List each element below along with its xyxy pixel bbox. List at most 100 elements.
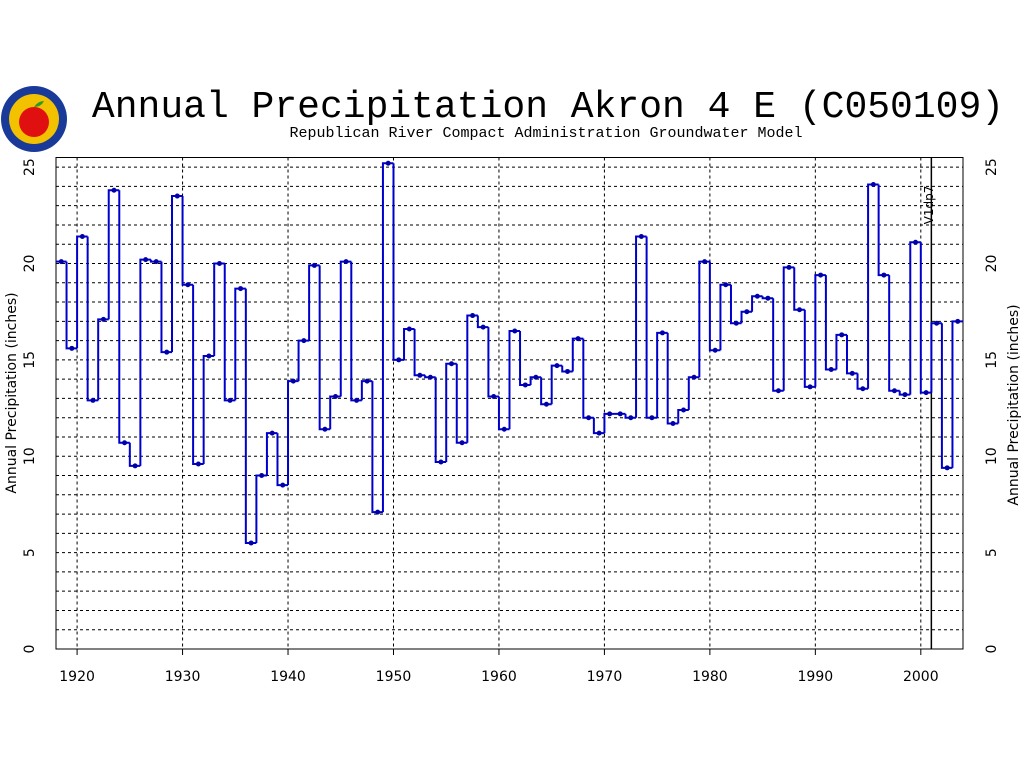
- data-point: [765, 295, 771, 301]
- step-segment: [86, 236, 99, 402]
- data-point: [565, 368, 571, 374]
- step-segment: [434, 377, 447, 464]
- data-point: [712, 347, 718, 353]
- data-point: [818, 272, 824, 278]
- x-tick-label: 1930: [165, 669, 201, 685]
- step-segment: [392, 163, 405, 361]
- step-segment: [824, 275, 837, 371]
- data-point: [248, 540, 254, 546]
- step-segment: [244, 288, 257, 544]
- data-point: [396, 357, 402, 363]
- step-segment: [930, 322, 942, 393]
- data-point: [849, 370, 855, 376]
- data-point: [575, 336, 581, 342]
- data-point: [459, 440, 465, 446]
- y-tick-label: 25: [22, 158, 38, 176]
- data-point: [280, 482, 286, 488]
- x-tick-label: 2000: [903, 669, 939, 685]
- step-segment: [455, 363, 468, 444]
- data-point: [628, 415, 634, 421]
- y2-axis-label: Annual Precipitation (inches): [1006, 304, 1022, 505]
- data-point: [870, 181, 876, 187]
- step-segment: [287, 380, 299, 486]
- data-point: [744, 309, 750, 315]
- step-segment: [234, 287, 246, 401]
- logo: [1, 86, 67, 152]
- data-point: [195, 461, 201, 467]
- step-segment: [793, 267, 805, 311]
- data-point: [955, 318, 961, 324]
- data-point: [828, 367, 834, 373]
- data-point: [143, 257, 149, 263]
- step-segment: [318, 265, 331, 431]
- data-point: [69, 345, 75, 351]
- x-tick-label: 1960: [481, 669, 517, 685]
- step-segment: [213, 262, 225, 357]
- data-point: [238, 286, 244, 292]
- step-segment: [76, 235, 88, 349]
- data-point: [227, 397, 233, 403]
- step-segment: [413, 329, 426, 377]
- data-point: [269, 430, 275, 436]
- y2-tick-label: 25: [984, 158, 1000, 176]
- data-point: [723, 282, 729, 288]
- data-point: [797, 307, 803, 313]
- data-point: [79, 234, 85, 240]
- data-point: [649, 415, 655, 421]
- data-point: [923, 390, 929, 396]
- y-axis-label: Annual Precipitation (inches): [4, 292, 20, 493]
- step-segment: [329, 395, 341, 430]
- x-tick-label: 1980: [692, 669, 728, 685]
- step-segment: [371, 381, 383, 514]
- step-segment: [297, 339, 310, 382]
- data-point: [448, 361, 454, 367]
- data-point: [90, 397, 96, 403]
- y-tick-label: 5: [22, 548, 38, 557]
- data-point: [638, 234, 644, 240]
- data-point: [934, 320, 940, 326]
- data-point: [311, 262, 317, 268]
- data-point: [512, 328, 518, 334]
- step-segment: [582, 338, 594, 419]
- step-segment: [139, 258, 151, 466]
- step-segment: [835, 333, 847, 370]
- data-point: [438, 459, 444, 465]
- step-segment: [519, 330, 531, 386]
- step-segment: [65, 261, 78, 350]
- data-point: [491, 394, 497, 400]
- step-segment: [909, 241, 921, 395]
- data-point: [702, 259, 708, 265]
- data-point: [691, 374, 697, 380]
- data-point: [290, 378, 296, 384]
- x-tick-label: 1940: [270, 669, 306, 685]
- data-point: [427, 374, 433, 380]
- step-segment: [107, 189, 120, 320]
- data-point: [206, 353, 212, 359]
- step-segment: [118, 190, 130, 444]
- annotation-label: V1dp7: [922, 186, 936, 225]
- y-tick-label: 15: [22, 351, 38, 369]
- step-segment: [171, 195, 183, 353]
- data-point: [470, 313, 476, 319]
- data-point: [100, 316, 106, 322]
- step-segment: [708, 261, 721, 352]
- y-tick-label: 0: [22, 645, 38, 654]
- data-point: [902, 392, 908, 398]
- data-point: [596, 430, 602, 436]
- step-segment: [339, 260, 352, 397]
- data-point: [480, 324, 486, 330]
- data-point: [913, 239, 919, 245]
- data-point: [322, 426, 328, 432]
- step-segment: [782, 266, 795, 391]
- step-segment: [403, 328, 415, 360]
- step-segment: [951, 320, 963, 468]
- data-point: [364, 378, 370, 384]
- data-point: [153, 259, 159, 265]
- data-point: [733, 320, 739, 326]
- data-point: [533, 374, 539, 380]
- y2-tick-label: 15: [984, 351, 1000, 369]
- data-point: [860, 386, 866, 392]
- y-tick-label: 10: [22, 447, 38, 465]
- data-point: [839, 332, 845, 338]
- step-segment: [571, 337, 584, 372]
